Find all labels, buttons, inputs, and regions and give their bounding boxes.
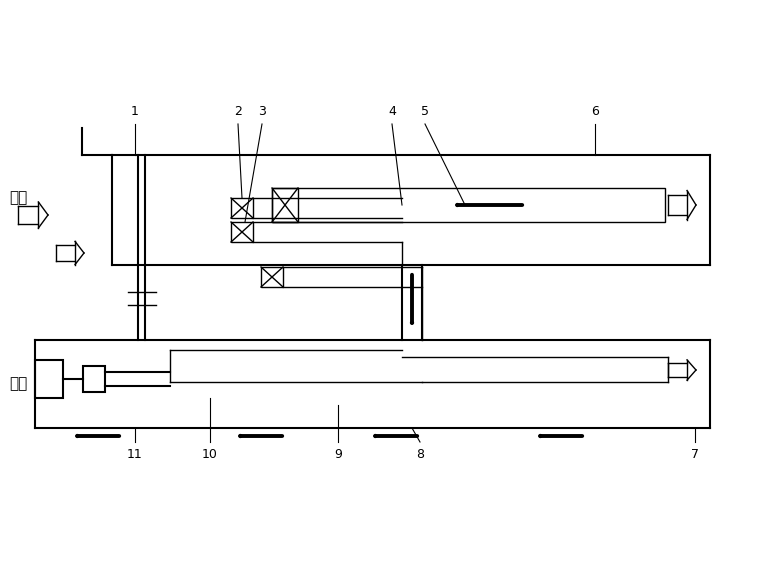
Bar [272, 188, 298, 222]
Bar [272, 188, 665, 222]
Bar [231, 222, 253, 242]
Bar [35, 360, 63, 398]
Text: 4: 4 [388, 105, 396, 118]
Text: 3: 3 [258, 105, 266, 118]
Text: 1: 1 [131, 105, 139, 118]
Text: 主洞: 主洞 [9, 190, 27, 206]
Bar [83, 366, 105, 392]
Text: 9: 9 [334, 448, 342, 461]
Bar [231, 198, 253, 218]
Text: 8: 8 [416, 448, 424, 461]
Text: 平导: 平导 [9, 377, 27, 392]
Text: 6: 6 [591, 105, 599, 118]
Text: 11: 11 [127, 448, 143, 461]
Text: 5: 5 [421, 105, 429, 118]
Bar [261, 267, 283, 287]
Text: 10: 10 [202, 448, 218, 461]
Text: 7: 7 [691, 448, 699, 461]
Text: 2: 2 [234, 105, 242, 118]
